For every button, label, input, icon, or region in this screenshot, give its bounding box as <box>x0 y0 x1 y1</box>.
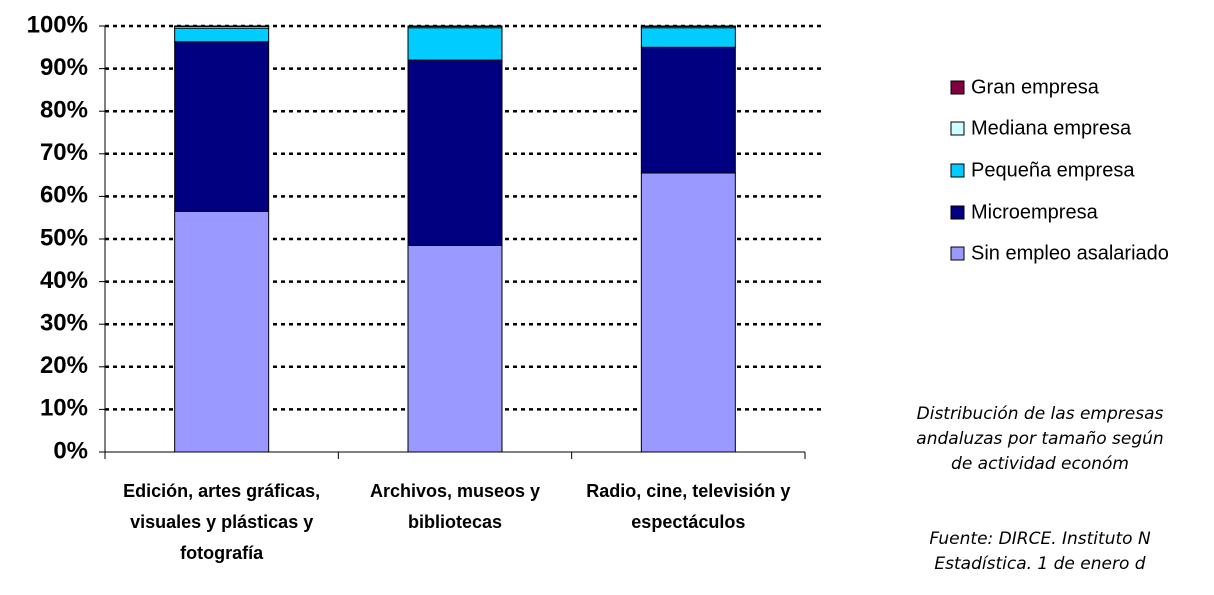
annotation: Fuente: DIRCE. Instituto N <box>929 529 1151 549</box>
bar-segment <box>407 244 503 453</box>
bar-segment <box>174 27 270 43</box>
legend-swatch <box>950 121 965 136</box>
y-tick-label: 80% <box>40 97 88 124</box>
y-tick-label: 90% <box>40 54 88 81</box>
y-tick-label: 30% <box>40 310 88 337</box>
annotation: Distribución de las empresas <box>916 404 1164 424</box>
bar-segment <box>640 46 736 174</box>
bar-segment <box>174 41 270 212</box>
legend-label: Gran empresa <box>971 76 1100 98</box>
bar-segment <box>407 27 503 61</box>
legend-label: Sin empleo asalariado <box>971 242 1169 264</box>
annotation: de actividad económ <box>951 454 1129 474</box>
legend-swatch <box>950 246 965 261</box>
annotation: Estadística. 1 de enero d <box>934 554 1146 574</box>
annotation: andaluzas por tamaño según <box>916 429 1164 449</box>
y-tick-label: 100% <box>27 11 88 38</box>
legend-label: Pequeña empresa <box>971 159 1135 181</box>
legend-swatch <box>950 80 965 95</box>
bar-segment <box>407 59 503 246</box>
y-tick-label: 20% <box>40 352 88 379</box>
x-tick-label: Edición, artes gráficas, visuales y plás… <box>123 481 321 563</box>
bar-segment <box>640 27 736 48</box>
x-tick-label: Archivos, museos y bibliotecas <box>369 481 541 532</box>
y-tick-label: 0% <box>53 437 88 464</box>
legend-label: Mediana empresa <box>971 117 1132 139</box>
y-tick-label: 70% <box>40 139 88 166</box>
y-tick-label: 40% <box>40 267 88 294</box>
legend-swatch <box>950 163 965 178</box>
legend-label: Microempresa <box>971 201 1099 223</box>
y-tick-label: 60% <box>40 182 88 209</box>
bar-segment <box>640 172 736 453</box>
y-tick-label: 50% <box>40 224 88 251</box>
bar-segment <box>174 210 270 453</box>
x-tick-label: Radio, cine, televisión y espectáculos <box>586 481 791 532</box>
y-tick-label: 10% <box>40 395 88 422</box>
legend-swatch <box>950 205 965 220</box>
